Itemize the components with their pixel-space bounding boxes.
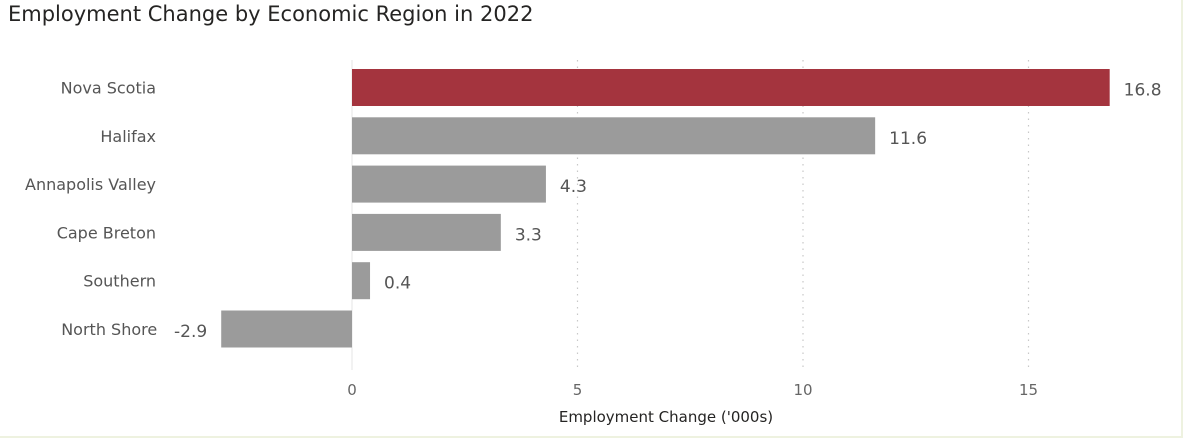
category-label: Annapolis Valley: [25, 175, 156, 194]
value-label: 3.3: [515, 225, 542, 245]
chart-title: Employment Change by Economic Region in …: [8, 2, 534, 26]
value-label: 0.4: [384, 274, 411, 294]
bar-annapolis-valley[interactable]: [352, 165, 546, 203]
x-tick-label: 0: [347, 381, 357, 399]
value-label: 16.8: [1124, 81, 1162, 101]
value-label: -2.9: [174, 322, 207, 342]
category-label: Halifax: [100, 127, 156, 146]
labels: 0 5 10 15 Nova Scotia 16.8 Halifax 11.6 Annapoli…: [25, 79, 1162, 400]
x-tick-label: 15: [1019, 381, 1038, 399]
bar-cape-breton[interactable]: [352, 213, 501, 251]
bar-halifax[interactable]: [352, 117, 876, 155]
x-tick-label: 10: [793, 381, 812, 399]
bars: [221, 69, 1110, 348]
category-label: North Shore: [61, 320, 157, 339]
category-label: Southern: [83, 272, 156, 291]
x-axis-title: Employment Change ('000s): [559, 408, 773, 426]
value-label: 4.3: [560, 177, 587, 197]
x-tick-label: 5: [573, 381, 583, 399]
bar-north-shore[interactable]: [221, 310, 352, 348]
bar-nova-scotia[interactable]: [352, 69, 1110, 106]
value-label: 11.6: [889, 129, 927, 149]
bar-southern[interactable]: [352, 262, 371, 300]
category-label: Cape Breton: [57, 223, 156, 242]
category-label: Nova Scotia: [61, 79, 156, 98]
